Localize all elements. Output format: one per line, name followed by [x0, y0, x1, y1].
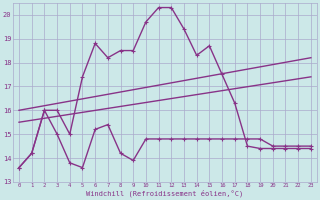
X-axis label: Windchill (Refroidissement éolien,°C): Windchill (Refroidissement éolien,°C) — [86, 190, 244, 197]
